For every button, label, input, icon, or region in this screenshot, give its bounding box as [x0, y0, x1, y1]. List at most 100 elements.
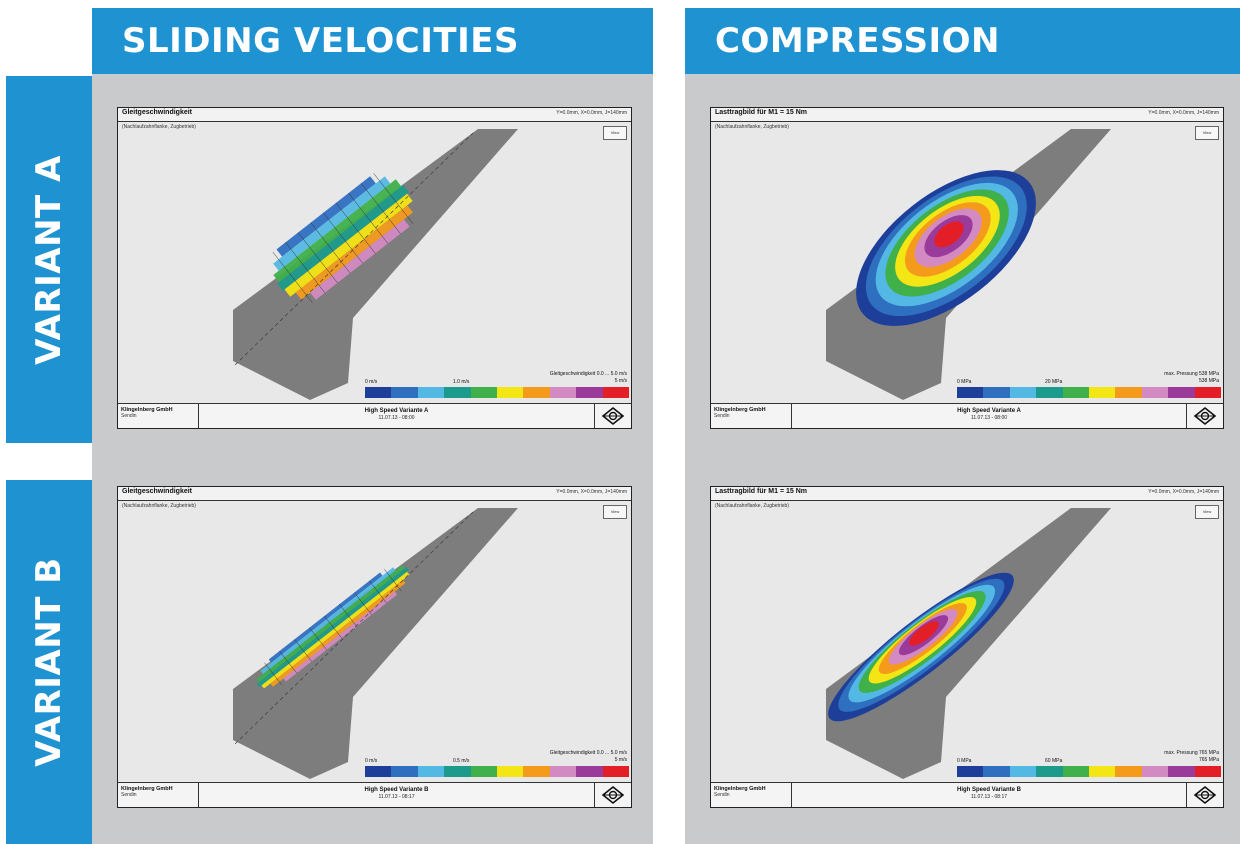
- grid-line: [360, 183, 401, 234]
- footer-divider: [791, 783, 792, 807]
- row-label-variant-a: VARIANT A: [6, 76, 92, 443]
- legend-max-label: 5 m/s: [614, 757, 627, 763]
- legend-min-label: 0 MPa: [957, 379, 972, 385]
- plot-subtitle: (Nachlaufzahnflanke, Zugbetrieb): [122, 124, 196, 130]
- color-scale-segment: [1089, 387, 1116, 398]
- color-scale-segment: [1141, 766, 1169, 777]
- color-scale-segment: [523, 766, 550, 777]
- plot-footer: Klingelnberg GmbH Sendin High Speed Varian…: [711, 403, 1223, 428]
- color-scale-segment: [1009, 766, 1037, 777]
- color-scale-segment: [957, 766, 984, 777]
- tooth-flank-drawing: [233, 129, 518, 400]
- plot-parameters: Y=0.0mm, X=0.0mm, J=140mm: [556, 110, 627, 116]
- color-scale-segment: [1062, 766, 1090, 777]
- company-location: Sendin: [121, 792, 137, 798]
- color-scale-segment: [417, 766, 445, 777]
- plot-subtitle: (Nachlaufzahnflanke, Zugbetrieb): [715, 503, 789, 509]
- row-label-variant-b: VARIANT B: [6, 480, 92, 844]
- pitch-line: [234, 132, 474, 366]
- color-scale-segment: [983, 766, 1010, 777]
- plot-variant-a-compression: Lasttragbild für M1 = 15 Nm Y=0.0mm, X=0.…: [710, 107, 1224, 429]
- company-logo-icon: [601, 785, 625, 805]
- color-scale-segment: [391, 387, 418, 398]
- grid-line: [264, 662, 282, 685]
- project-name: High Speed Variante B: [364, 787, 429, 793]
- legend-scale-reference: 1.0 m/s: [453, 379, 470, 385]
- column-header-sliding-velocities: SLIDING VELOCITIES: [92, 8, 653, 74]
- legend-max-label: 765 MPa: [1198, 757, 1219, 763]
- footer-divider: [198, 404, 199, 428]
- plot-variant-b-sliding-velocity: Gleitgeschwindigkeit Y=0.0mm, X=0.0mm, J=…: [117, 486, 632, 808]
- grid-line: [348, 192, 389, 244]
- company-logo-icon: [1193, 785, 1217, 805]
- color-scale-segment: [602, 766, 630, 777]
- column-header-compression: COMPRESSION: [685, 8, 1240, 74]
- color-scale-bar: [365, 766, 630, 777]
- color-scale-segment: [1168, 387, 1195, 398]
- color-scale-segment: [1089, 766, 1116, 777]
- project-name: High Speed Variante B: [956, 787, 1022, 793]
- grid-line: [369, 580, 387, 604]
- company-name: Klingelnberg GmbH: [714, 407, 766, 413]
- color-scale-segment: [391, 766, 418, 777]
- row-label-variant-a-text: VARIANT A: [29, 154, 69, 365]
- sliding-velocity-pattern: [256, 565, 410, 689]
- grid-line: [339, 604, 357, 627]
- plot-title: Lasttragbild für M1 = 15 Nm: [715, 488, 807, 495]
- legend-scale-reference: 0.5 m/s: [453, 758, 470, 764]
- color-scale-segment: [602, 387, 630, 398]
- project-timestamp: 11.07.13 - 08:00: [378, 415, 415, 421]
- row-label-variant-b-text: VARIANT B: [29, 557, 69, 767]
- color-scale-segment: [549, 766, 577, 777]
- legend-info-line: max. Pressung 765 MPa: [1164, 750, 1219, 756]
- plot-title: Lasttragbild für M1 = 15 Nm: [715, 109, 807, 116]
- plot-title-bar: Lasttragbild für M1 = 15 Nm Y=0.0mm, X=0.…: [711, 487, 1223, 501]
- color-scale-segment: [444, 766, 471, 777]
- color-scale-segment: [444, 387, 471, 398]
- color-scale-segment: [983, 387, 1010, 398]
- color-scale-segment: [417, 387, 445, 398]
- company-logo-icon: [1193, 406, 1217, 426]
- legend-info-line: Gleitgeschwindigkeit 0.0 ... 5.0 m/s: [549, 371, 627, 377]
- color-scale-segment: [1009, 387, 1037, 398]
- color-scale-segment: [523, 387, 550, 398]
- color-scale-segment: [470, 387, 498, 398]
- project-name: High Speed Variante A: [957, 408, 1021, 414]
- legend-min-label: 0 m/s: [365, 758, 378, 764]
- color-scale-segment: [1115, 387, 1142, 398]
- plot-footer: Klingelnberg GmbH Sendin High Speed Varian…: [118, 403, 631, 428]
- color-scale-segment: [1115, 766, 1142, 777]
- company-location: Sendin: [714, 792, 730, 798]
- color-scale-bar: [957, 766, 1222, 777]
- color-scale-segment: [1036, 387, 1063, 398]
- company-name: Klingelnberg GmbH: [121, 786, 173, 792]
- plot-title: Gleitgeschwindigkeit: [122, 488, 193, 495]
- color-scale-segment: [497, 766, 524, 777]
- footer-divider: [594, 783, 595, 807]
- color-scale-segment: [1194, 387, 1222, 398]
- view-toggle: View: [1195, 126, 1219, 140]
- view-toggle: View: [603, 505, 627, 519]
- view-toggle: View: [1195, 505, 1219, 519]
- grid-line: [373, 173, 414, 224]
- color-scale-segment: [1194, 766, 1222, 777]
- plot-parameters: Y=0.0mm, X=0.0mm, J=140mm: [1148, 489, 1219, 495]
- company-location: Sendin: [121, 413, 137, 419]
- color-scale-segment: [1141, 387, 1169, 398]
- color-scale-segment: [1168, 766, 1195, 777]
- tooth-flank-shape: [826, 508, 1111, 779]
- color-scale-segment: [1062, 387, 1090, 398]
- legend-info-line: Gleitgeschwindigkeit 0.0 ... 5.0 m/s: [549, 750, 627, 756]
- color-scale-segment: [365, 387, 392, 398]
- color-scale-segment: [365, 766, 392, 777]
- legend-max-label: 5 m/s: [614, 378, 627, 384]
- plot-title: Gleitgeschwindigkeit: [122, 109, 193, 116]
- color-scale-segment: [957, 387, 984, 398]
- plot-footer: Klingelnberg GmbH Sendin High Speed Varian…: [711, 782, 1223, 807]
- footer-divider: [594, 404, 595, 428]
- grid-line: [335, 202, 376, 254]
- tooth-flank-drawing: [233, 508, 518, 779]
- project-timestamp: 11.07.13 - 08:17: [970, 794, 1008, 800]
- grid-line: [297, 232, 338, 284]
- company-location: Sendin: [714, 413, 730, 419]
